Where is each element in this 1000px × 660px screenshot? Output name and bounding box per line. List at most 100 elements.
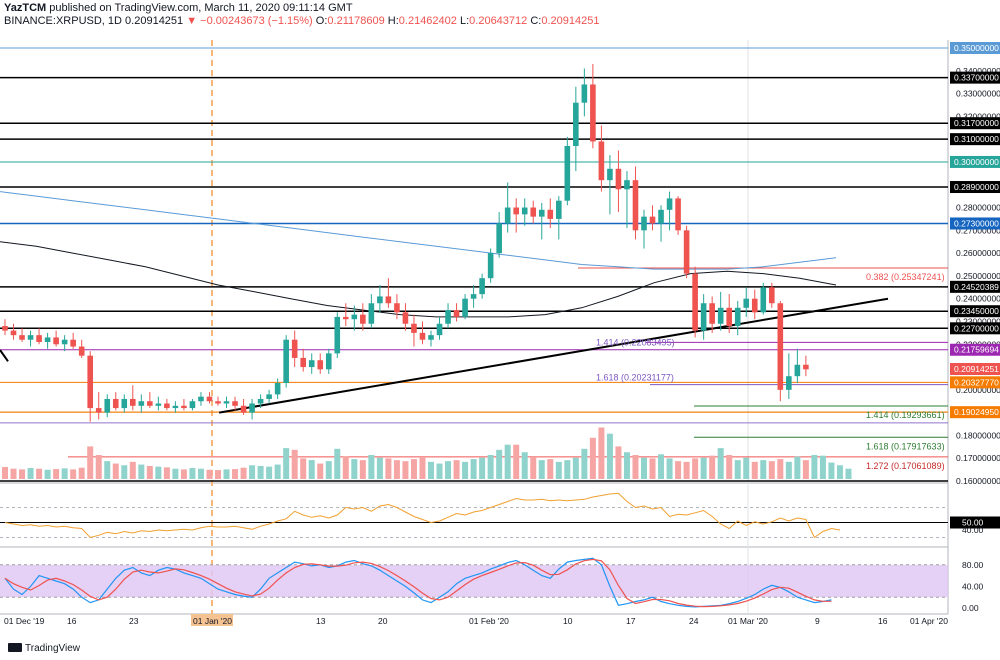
volume-bar [462,461,469,479]
candle-body [377,296,383,304]
candle-body [266,394,272,399]
volume-bar [768,461,775,479]
volume-bar [479,457,486,479]
volume-bar [666,458,673,479]
volume-bar [44,469,51,479]
price-level-tag [950,155,1000,168]
fib-annotations: 0.382 (0.25347241) 1.414 (0.22083495) 1.61… [596,272,945,471]
price-level-tag [950,322,1000,335]
candle-body [564,145,571,201]
candle-body [760,287,767,313]
candle-body [385,296,392,304]
candle-body [61,339,68,345]
candle-body [445,310,451,324]
candle-body [479,278,485,295]
volume-bar [700,457,707,479]
candles [2,63,809,422]
price-tick: 0.23000000 [956,316,1000,326]
time-tick: 01 Dec '19 [4,616,45,626]
price-tick: 0.26000000 [956,248,1000,258]
symbol-label[interactable]: BINANCE:XRPUSD, 1D [4,15,122,27]
price-level-label: 0.24520389 [954,282,999,292]
volume-bar [794,456,801,479]
candle-body [786,376,792,390]
volume-bar [334,448,341,479]
volume-bar [359,460,366,479]
rsi-line [4,492,841,539]
time-tick: 01 Jan '20 [193,616,232,626]
price-level-tag [950,406,1000,419]
open-label: O: [315,15,328,27]
candle-body [794,364,801,377]
candle-body [402,312,409,324]
trendline-segment [0,349,9,362]
volume-bar [308,460,315,479]
price-level-label: 0.31700000 [954,118,999,128]
volume-bar [283,448,290,479]
volume-bar [342,456,349,479]
rsi-tick: 50.00 [962,518,984,528]
price-tick: 0.32000000 [956,111,1000,121]
fib-label: 1.618 (0.20231177) [596,373,674,383]
author-name[interactable]: YazTCM [4,2,47,14]
candle-body [709,303,715,324]
candle-body [172,405,179,409]
volume-bar [623,452,630,479]
volume-bar [658,454,665,479]
candle-body [343,316,349,320]
fib-label: 1.272 (0.17061089) [866,461,945,471]
volume-bar [402,461,409,479]
candle-body [104,398,111,413]
price-level-tag [950,42,1000,54]
volume-bar [615,446,622,479]
candle-body [573,102,579,146]
candle-body [641,216,647,231]
candle-body [10,330,17,336]
candle-body [751,298,758,313]
volume-bars [2,427,852,479]
ma200-line [0,191,837,270]
volume-bar [538,460,545,479]
price-tick: 0.28000000 [956,203,1000,213]
volume-bar [27,468,34,479]
volume-bar [487,454,494,479]
volume-bar [78,467,85,479]
volume-bar [751,461,758,479]
volume-bar [785,461,792,479]
candle-body [291,339,298,358]
time-tick: 10 [563,616,573,626]
candle-body [453,310,460,317]
candle-body [130,398,136,406]
candle-body [78,346,85,356]
candle-body [590,84,596,142]
candle-body [394,303,400,313]
price-level-tag [950,343,1000,356]
time-tick: 01 Feb '20 [469,616,509,626]
candle-body [334,316,341,354]
candle-body [44,337,51,342]
candle-body [87,355,93,409]
price-level-tag [950,133,1000,146]
candle-body [308,360,315,368]
candle-body [223,401,230,404]
candle-body [683,230,690,274]
volume-bar [104,461,111,479]
volume-bar [317,463,324,479]
volume-bar [180,469,187,479]
moving-averages [0,191,889,414]
price-tick: 0.27000000 [956,225,1000,235]
time-tick: 9 [815,616,820,626]
candle-body [70,339,76,347]
rsi-tick: 40.00 [962,525,984,535]
volume-bar [70,469,77,479]
open-value: 0.21178609 [327,15,385,27]
volume-bar [300,458,307,479]
volume-bar [845,468,852,479]
close-label: C: [530,15,542,27]
candle-body [428,335,434,340]
price-tick: 0.25000000 [956,271,1000,281]
price-axis: 0.35000000 0.34000000 0.33000000 0.32000000… [950,42,1000,486]
volume-bar [445,461,452,479]
change-label: ▼ −0.00243673 (−1.15%) [186,15,313,27]
